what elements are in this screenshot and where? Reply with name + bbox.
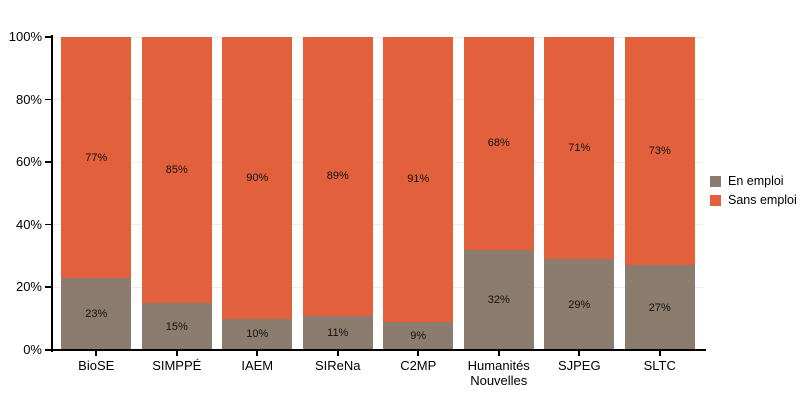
bar-value-sans-emploi-6: 71% xyxy=(568,142,591,155)
bar-value-en-emploi-6: 29% xyxy=(568,298,591,311)
bar-value-sans-emploi-4: 91% xyxy=(407,173,430,186)
y-axis-label-20: 20% xyxy=(15,279,42,295)
bar-segment-en-emploi-5 xyxy=(463,249,534,350)
bar-segment-sans-emploi-3 xyxy=(302,37,373,316)
bar-value-sans-emploi-3: 89% xyxy=(326,170,349,183)
bar-value-en-emploi-5: 32% xyxy=(487,293,510,306)
x-axis-label-5: Humanités Nouvelles xyxy=(467,358,530,388)
x-axis-label-4: C2MP xyxy=(400,358,437,373)
bar-segment-sans-emploi-4 xyxy=(383,37,454,322)
gridline-40 xyxy=(53,224,703,226)
gridline-100 xyxy=(53,36,703,38)
y-axis-label-100: 100% xyxy=(8,29,42,44)
bar-value-sans-emploi-1: 85% xyxy=(165,164,188,177)
bar-segment-sans-emploi-7 xyxy=(624,37,695,266)
bar-value-en-emploi-7: 27% xyxy=(648,301,671,314)
y-axis-label-60: 60% xyxy=(15,154,42,170)
x-axis-label-0: BioSE xyxy=(78,358,115,373)
bar-segment-en-emploi-4 xyxy=(383,321,454,350)
x-axis-label-6: SJPEG xyxy=(557,358,601,373)
y-axis-label-0: 0% xyxy=(23,342,42,357)
legend-label-en-emploi: En emploi xyxy=(728,174,784,188)
gridline-60 xyxy=(53,161,703,163)
y-axis-tick-80 xyxy=(45,98,51,101)
bar-value-sans-emploi-5: 68% xyxy=(487,137,510,150)
bar-value-en-emploi-2: 10% xyxy=(246,328,269,341)
gridline-80 xyxy=(53,99,703,101)
y-axis-tick-40 xyxy=(45,223,51,226)
y-axis-tick-60 xyxy=(45,161,51,163)
bar-segment-en-emploi-1 xyxy=(141,303,212,350)
x-axis-tick-6 xyxy=(578,351,581,356)
y-axis-tick-20 xyxy=(45,286,51,288)
legend-item-en-emploi: En emploi xyxy=(710,175,797,188)
bar-value-sans-emploi-7: 73% xyxy=(648,145,671,158)
bar-segment-sans-emploi-2 xyxy=(222,37,293,319)
x-axis-tick-1 xyxy=(175,351,178,356)
x-axis-tick-5 xyxy=(497,351,500,356)
y-axis-tick-100 xyxy=(45,36,51,38)
legend-swatch-sans-emploi xyxy=(710,195,721,206)
bar-value-sans-emploi-0: 77% xyxy=(85,151,108,164)
bar-value-sans-emploi-2: 90% xyxy=(246,171,269,184)
bar-segment-sans-emploi-0 xyxy=(61,37,132,278)
bar-segment-sans-emploi-5 xyxy=(463,37,534,250)
x-axis-tick-0 xyxy=(95,351,98,356)
bar-value-en-emploi-0: 23% xyxy=(85,308,108,320)
y-axis-label-80: 80% xyxy=(15,91,42,107)
bar-segment-en-emploi-0 xyxy=(61,278,132,350)
bar-segment-sans-emploi-1 xyxy=(141,37,212,304)
bar-value-en-emploi-1: 15% xyxy=(165,320,188,333)
legend-label-sans-emploi: Sans emploi xyxy=(728,193,797,207)
x-axis-label-1: SIMPPÉ xyxy=(152,358,202,373)
bar-segment-en-emploi-6 xyxy=(544,259,615,350)
y-axis-line xyxy=(51,35,53,352)
x-axis-tick-7 xyxy=(658,351,661,356)
x-axis-label-3: SIReNa xyxy=(314,358,361,373)
x-axis-tick-3 xyxy=(336,351,339,356)
x-axis-tick-4 xyxy=(417,351,420,356)
bar-segment-en-emploi-7 xyxy=(624,265,695,350)
bar-value-en-emploi-4: 9% xyxy=(410,329,427,342)
x-axis-label-2: IAEM xyxy=(241,358,274,373)
gridline-20 xyxy=(53,286,703,288)
bar-segment-en-emploi-3 xyxy=(302,315,373,350)
bar-segment-en-emploi-2 xyxy=(222,318,293,350)
bar-value-en-emploi-3: 11% xyxy=(327,326,349,339)
y-axis-label-40: 40% xyxy=(15,216,42,232)
x-axis-tick-2 xyxy=(256,351,259,356)
legend-item-sans-emploi: Sans emploi xyxy=(710,194,797,207)
x-axis-line xyxy=(51,349,706,352)
legend: En emploi Sans emploi xyxy=(710,175,797,213)
legend-swatch-en-emploi xyxy=(710,176,721,187)
x-axis-label-7: SLTC xyxy=(643,358,676,373)
bar-segment-sans-emploi-6 xyxy=(544,37,615,260)
y-axis-tick-0 xyxy=(45,349,51,351)
